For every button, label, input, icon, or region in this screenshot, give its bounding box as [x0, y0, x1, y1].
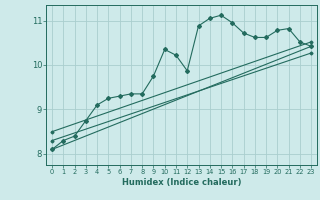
X-axis label: Humidex (Indice chaleur): Humidex (Indice chaleur) — [122, 178, 241, 187]
